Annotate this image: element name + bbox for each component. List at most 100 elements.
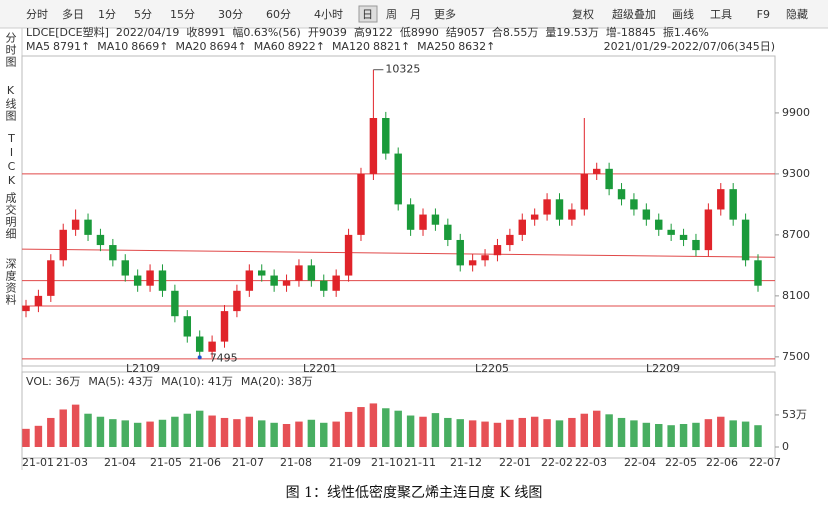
x-date-label: 21-12 (450, 456, 482, 469)
candle-body (295, 265, 303, 281)
candle-body (555, 199, 564, 220)
ma-name: MA120 (332, 40, 370, 53)
volume-bar (543, 419, 551, 447)
tab[interactable]: 多日 (62, 7, 84, 21)
ma-name: MA60 (254, 40, 285, 53)
y-tick-label: 7500 (782, 350, 810, 363)
tab[interactable]: 月 (410, 8, 421, 21)
candle-body (357, 173, 365, 235)
x-date-label: 22-01 (499, 456, 531, 469)
candle-body (543, 199, 551, 215)
volume-bar (270, 422, 278, 447)
tab[interactable]: 60分 (266, 8, 291, 21)
side-tab[interactable]: 成交明细 (4, 192, 17, 240)
trend-line (21, 248, 776, 258)
volume-bar (34, 425, 43, 447)
tab[interactable]: 日 (362, 8, 373, 21)
vol-tick-label: 53万 (782, 408, 807, 421)
candle-body (183, 316, 192, 337)
side-tab[interactable]: K线图 (4, 84, 17, 122)
info-item: 高9122 (354, 25, 393, 39)
tool[interactable]: 工具 (710, 8, 732, 21)
tab[interactable]: 更多 (434, 7, 456, 21)
candle-body (344, 234, 353, 276)
candle-body (580, 173, 589, 210)
volume-bar (592, 410, 601, 447)
tool[interactable]: 画线 (672, 7, 694, 21)
volume-bar (96, 416, 105, 447)
main-frame (21, 55, 776, 367)
tab[interactable]: 1分 (98, 8, 116, 21)
candle-body (655, 219, 663, 230)
volume-bar (258, 420, 266, 447)
candle-body (133, 275, 142, 286)
candle-body (332, 275, 340, 291)
volume-bar (456, 419, 464, 447)
candle-body (679, 234, 688, 240)
candle-body (431, 214, 440, 225)
volume-bar (555, 420, 564, 447)
candle-body (109, 245, 117, 261)
vol-header: MA(5): 43万 (88, 375, 153, 388)
tool[interactable]: 隐藏 (786, 8, 808, 21)
volume-bar (741, 421, 750, 447)
tab[interactable]: 周 (386, 8, 397, 21)
period-label: L2209 (646, 362, 680, 375)
candle-body (233, 290, 241, 312)
candle-body (506, 234, 514, 246)
volume-bar (717, 416, 725, 447)
tab[interactable]: 15分 (170, 8, 195, 21)
candle-body (741, 219, 750, 261)
ma-name: MA20 (175, 40, 206, 53)
volume-bar (444, 417, 452, 447)
x-date-label: 22-06 (706, 456, 738, 469)
side-tab[interactable]: 分时图 (4, 32, 17, 68)
volume-bar (568, 417, 576, 447)
ma-name: MA10 (97, 40, 128, 53)
tool[interactable]: F9 (757, 8, 770, 21)
info-item: 增-18845 (606, 25, 656, 39)
volume-bar (245, 416, 254, 447)
volume-bar (220, 417, 229, 447)
tab[interactable]: 5分 (134, 8, 152, 21)
side-tab[interactable]: 深度资料 (4, 258, 17, 306)
ma-value: 8821↑ (373, 40, 410, 53)
volume-bar (406, 415, 415, 447)
candle-body (493, 245, 502, 256)
volume-bar (183, 413, 192, 447)
info-item: 结9057 (446, 26, 485, 39)
candle-body (605, 168, 613, 190)
volume-bar (59, 409, 67, 447)
min-label: 7495 (210, 351, 238, 364)
candle-body (34, 295, 43, 307)
volume-bar (630, 420, 638, 447)
volume-bar (344, 411, 353, 447)
ma-value: 8694↑ (209, 40, 246, 53)
info-item: 幅0.63%(56) (232, 26, 301, 39)
x-date-label: 21-05 (150, 456, 182, 469)
period-label: L2109 (126, 362, 160, 375)
info-item: 量19.53万 (545, 26, 599, 39)
candle-body (444, 224, 452, 240)
y-tick-label: 9900 (782, 106, 810, 119)
volume-bar (481, 421, 489, 447)
max-label: 10325 (385, 63, 420, 76)
side-tab[interactable]: TICK (5, 132, 18, 188)
tab[interactable]: 分时 (26, 8, 48, 21)
candle-body (320, 280, 328, 291)
candle-body (382, 118, 390, 154)
volume-bar (84, 413, 92, 447)
tab[interactable]: 4小时 (314, 8, 343, 21)
candle-body (96, 234, 105, 246)
ma-value: 8791↑ (53, 40, 90, 53)
tool[interactable]: 超级叠加 (612, 7, 656, 21)
tab[interactable]: 30分 (218, 8, 243, 21)
vol-header: MA(20): 38万 (241, 375, 313, 388)
volume-bar (357, 407, 365, 447)
vol-header: VOL: 36万 (26, 375, 80, 388)
x-date-label: 22-03 (575, 456, 607, 469)
x-date-label: 21-10 (371, 456, 403, 469)
tool[interactable]: 复权 (572, 7, 594, 21)
